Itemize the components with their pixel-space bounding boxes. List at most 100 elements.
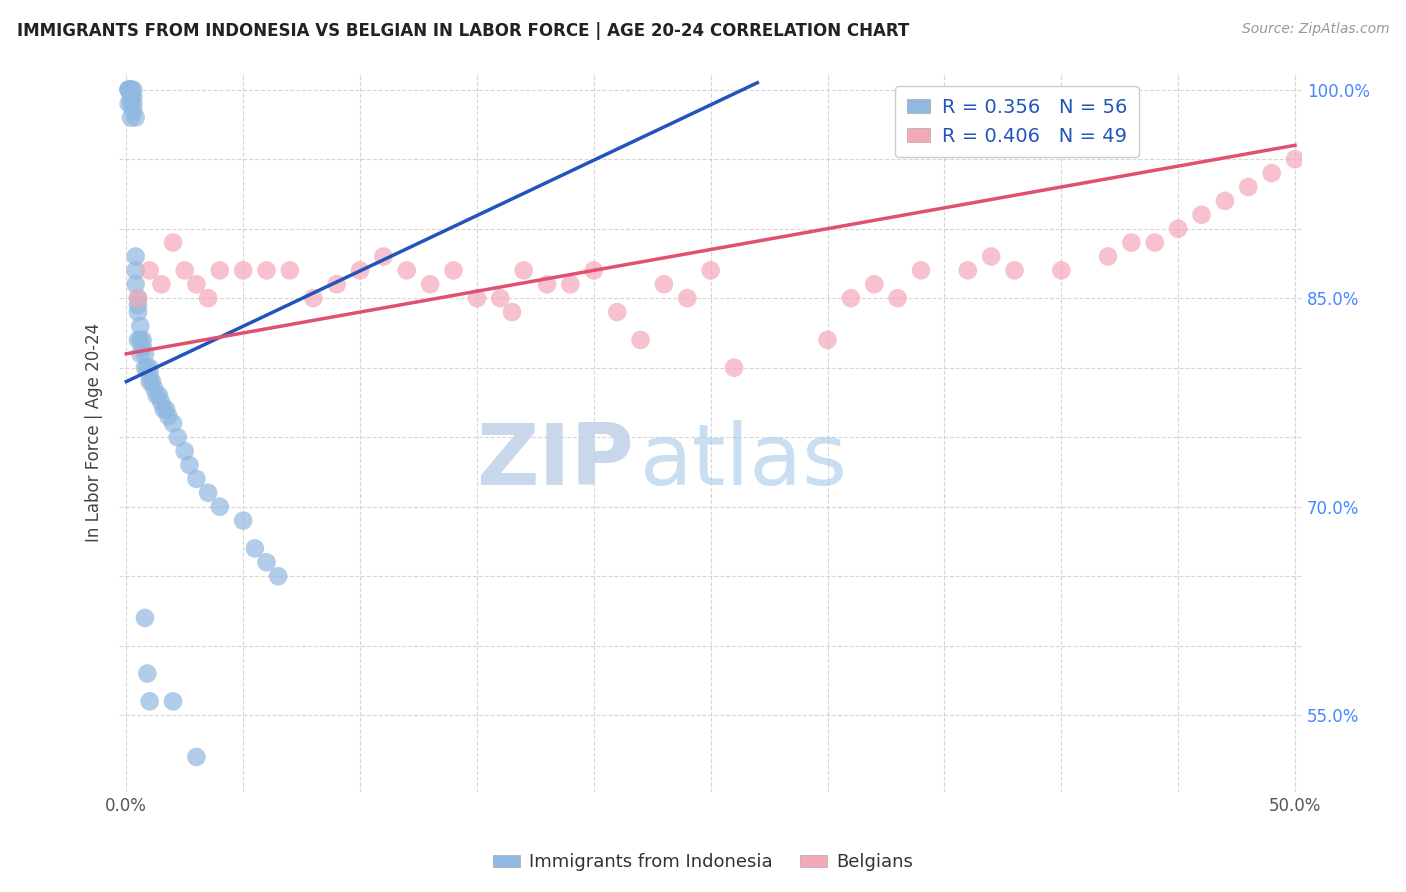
Point	[1284, 152, 1306, 166]
Point	[886, 291, 908, 305]
Point	[162, 235, 184, 250]
Point	[839, 291, 862, 305]
Point	[124, 263, 146, 277]
Point	[141, 375, 163, 389]
Point	[630, 333, 652, 347]
Point	[129, 333, 152, 347]
Text: IMMIGRANTS FROM INDONESIA VS BELGIAN IN LABOR FORCE | AGE 20-24 CORRELATION CHAR: IMMIGRANTS FROM INDONESIA VS BELGIAN IN …	[17, 22, 910, 40]
Point	[124, 277, 146, 292]
Point	[129, 318, 152, 333]
Point	[145, 388, 167, 402]
Point	[162, 694, 184, 708]
Point	[699, 263, 721, 277]
Point	[131, 340, 153, 354]
Point	[197, 485, 219, 500]
Point	[1143, 235, 1166, 250]
Point	[117, 83, 139, 97]
Point	[173, 444, 195, 458]
Point	[120, 83, 142, 97]
Point	[536, 277, 558, 292]
Point	[138, 694, 160, 708]
Point	[910, 263, 932, 277]
Point	[120, 96, 142, 111]
Point	[138, 375, 160, 389]
Point	[652, 277, 675, 292]
Text: ZIP: ZIP	[477, 419, 634, 502]
Point	[120, 89, 142, 103]
Point	[197, 291, 219, 305]
Point	[186, 472, 208, 486]
Point	[157, 409, 180, 424]
Point	[208, 263, 231, 277]
Point	[138, 360, 160, 375]
Y-axis label: In Labor Force | Age 20-24: In Labor Force | Age 20-24	[86, 323, 103, 542]
Point	[148, 388, 170, 402]
Point	[560, 277, 582, 292]
Point	[956, 263, 979, 277]
Point	[127, 291, 149, 305]
Point	[122, 96, 145, 111]
Point	[143, 382, 166, 396]
Point	[243, 541, 266, 556]
Point	[127, 298, 149, 312]
Point	[232, 514, 254, 528]
Point	[127, 305, 149, 319]
Point	[302, 291, 325, 305]
Point	[122, 83, 145, 97]
Point	[278, 263, 301, 277]
Point	[465, 291, 488, 305]
Point	[122, 103, 145, 118]
Point	[1004, 263, 1026, 277]
Point	[134, 360, 156, 375]
Point	[395, 263, 418, 277]
Point	[117, 96, 139, 111]
Point	[186, 277, 208, 292]
Legend: R = 0.356   N = 56, R = 0.406   N = 49: R = 0.356 N = 56, R = 0.406 N = 49	[894, 87, 1139, 157]
Point	[152, 402, 174, 417]
Point	[863, 277, 886, 292]
Point	[1237, 180, 1260, 194]
Point	[162, 417, 184, 431]
Text: Source: ZipAtlas.com: Source: ZipAtlas.com	[1241, 22, 1389, 37]
Point	[134, 611, 156, 625]
Point	[349, 263, 371, 277]
Point	[606, 305, 628, 319]
Point	[1167, 221, 1189, 235]
Point	[1050, 263, 1073, 277]
Legend: Immigrants from Indonesia, Belgians: Immigrants from Indonesia, Belgians	[486, 847, 920, 879]
Point	[443, 263, 465, 277]
Point	[127, 333, 149, 347]
Point	[373, 250, 395, 264]
Point	[1191, 208, 1213, 222]
Point	[120, 111, 142, 125]
Point	[186, 750, 208, 764]
Point	[124, 250, 146, 264]
Point	[134, 347, 156, 361]
Point	[124, 111, 146, 125]
Point	[122, 89, 145, 103]
Point	[117, 83, 139, 97]
Point	[676, 291, 699, 305]
Point	[512, 263, 534, 277]
Point	[1213, 194, 1236, 208]
Point	[208, 500, 231, 514]
Point	[150, 277, 173, 292]
Point	[817, 333, 839, 347]
Point	[166, 430, 188, 444]
Point	[136, 360, 159, 375]
Point	[232, 263, 254, 277]
Point	[138, 263, 160, 277]
Point	[120, 83, 142, 97]
Point	[173, 263, 195, 277]
Point	[131, 333, 153, 347]
Point	[501, 305, 523, 319]
Point	[1260, 166, 1282, 180]
Point	[256, 555, 278, 569]
Point	[179, 458, 201, 472]
Point	[582, 263, 605, 277]
Point	[136, 666, 159, 681]
Text: atlas: atlas	[640, 419, 848, 502]
Point	[155, 402, 177, 417]
Point	[150, 395, 173, 409]
Point	[419, 277, 441, 292]
